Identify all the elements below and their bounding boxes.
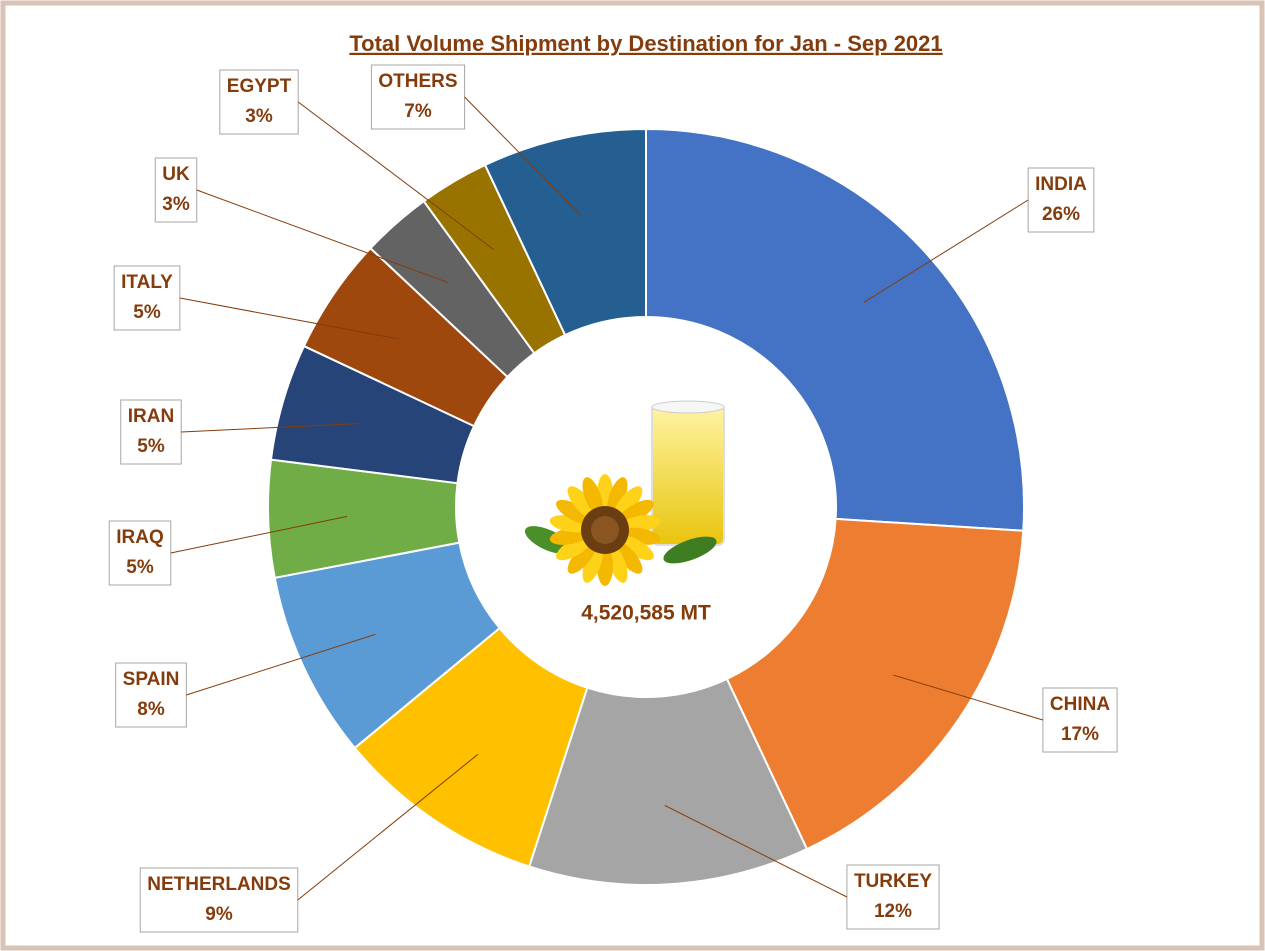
data-label: TURKEY 12% xyxy=(847,865,939,929)
label-value: 5% xyxy=(133,302,161,323)
label-value: 9% xyxy=(205,904,233,925)
label-name: UK xyxy=(162,164,190,185)
data-label: IRAN 5% xyxy=(121,400,181,464)
label-name: EGYPT xyxy=(227,76,292,97)
data-label: UK 3% xyxy=(155,158,196,222)
label-name: INDIA xyxy=(1035,174,1087,195)
data-label: INDIA 26% xyxy=(1028,168,1094,232)
data-label: ITALY 5% xyxy=(114,266,180,330)
center-label: 4,520,585 MT xyxy=(581,602,711,625)
data-label: SPAIN 8% xyxy=(116,663,187,727)
data-label: NETHERLANDS 9% xyxy=(140,868,298,932)
label-name: IRAN xyxy=(128,406,174,427)
chart-title: Total Volume Shipment by Destination for… xyxy=(349,31,942,56)
label-name: SPAIN xyxy=(123,669,180,690)
chart: Total Volume Shipment by Destination for… xyxy=(0,0,1265,951)
data-label: EGYPT 3% xyxy=(220,70,298,134)
data-label: OTHERS 7% xyxy=(371,65,464,129)
label-name: IRAQ xyxy=(116,527,164,548)
label-value: 8% xyxy=(137,699,165,720)
label-value: 5% xyxy=(126,557,154,578)
label-value: 7% xyxy=(404,101,432,122)
label-value: 3% xyxy=(245,106,273,127)
data-label: CHINA 17% xyxy=(1043,688,1117,752)
label-value: 17% xyxy=(1061,724,1099,745)
label-name: NETHERLANDS xyxy=(147,874,291,895)
label-value: 26% xyxy=(1042,204,1080,225)
label-value: 3% xyxy=(162,194,190,215)
label-name: OTHERS xyxy=(378,71,457,92)
label-name: CHINA xyxy=(1050,694,1110,715)
label-value: 5% xyxy=(137,436,165,457)
data-label: IRAQ 5% xyxy=(109,521,171,585)
label-value: 12% xyxy=(874,901,912,922)
label-name: TURKEY xyxy=(854,871,932,892)
label-name: ITALY xyxy=(121,272,173,293)
